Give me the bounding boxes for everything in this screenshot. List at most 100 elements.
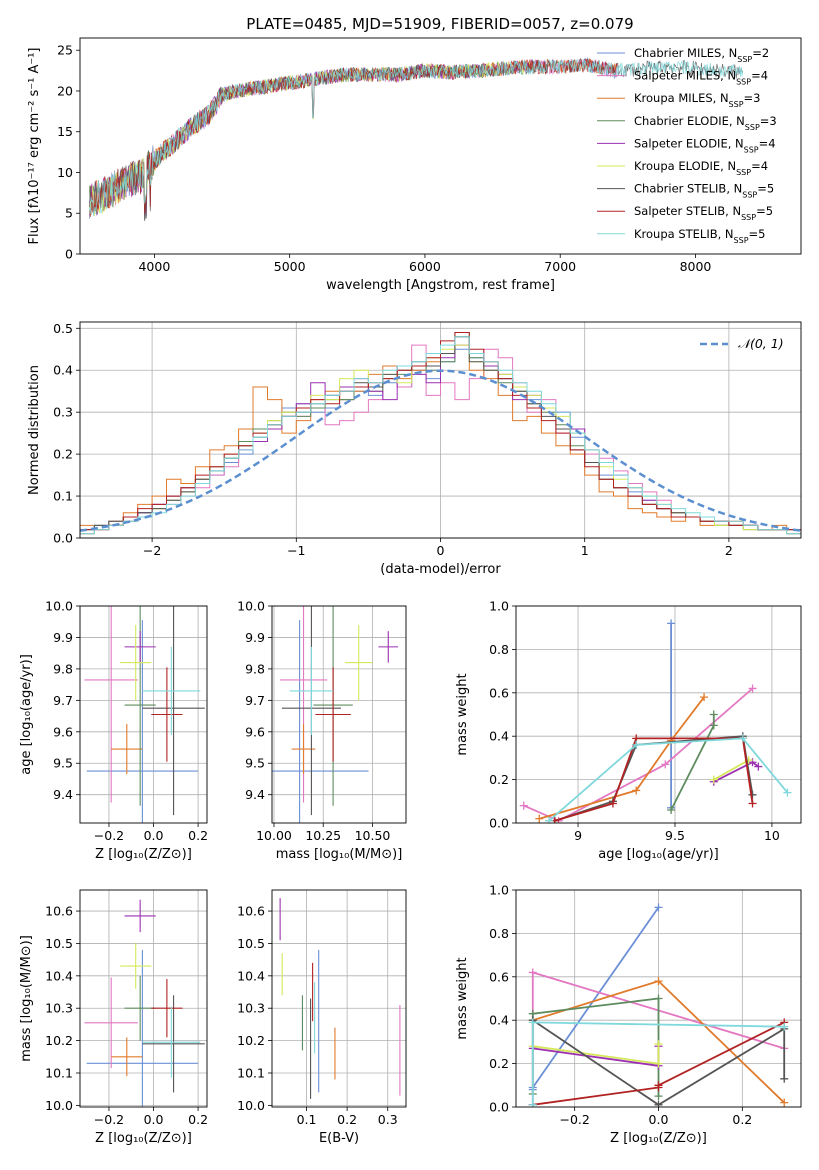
residuals-xtick-label: −2 xyxy=(143,543,161,558)
spectrum-ytick-label: 10 xyxy=(57,165,73,180)
weight-vs-z-marker xyxy=(654,1081,663,1090)
residuals-chart: −2 −1 0 1 2 0.0 0.1 0.2 0.3 0.4 0.5 (data-model)/er… xyxy=(27,321,802,577)
weight-vs-age-marker xyxy=(783,788,792,797)
spectrum-series-kroupa-elodie xyxy=(89,60,533,217)
weight-vs-age-marker xyxy=(632,786,641,795)
mass-vs-z-ytick-label: 10.1 xyxy=(45,1065,73,1080)
mass-vs-ebv-frame xyxy=(271,889,407,1108)
weight-vs-age-series-kroupa-miles xyxy=(535,693,709,823)
mass-vs-z-ytick-label: 10.3 xyxy=(45,1001,73,1016)
age-vs-mass-xlabel: mass [log₁₀(M/M⊙)] xyxy=(276,847,403,862)
age-vs-z-xtick-label: 0.2 xyxy=(188,828,208,843)
mass-vs-z-point-salpeter-elodie xyxy=(124,899,156,933)
mass-vs-ebv-xlabel: E(B-V) xyxy=(319,1131,359,1146)
spectrum-xtick-label: 4000 xyxy=(138,259,170,274)
age-vs-z-plot-area xyxy=(84,606,205,823)
weight-vs-age-marker xyxy=(667,805,676,814)
legend-label-chabrier-elodie: Chabrier ELODIE, NSSP=3 xyxy=(634,114,777,132)
weight-vs-age-frame xyxy=(515,605,802,824)
mass-vs-z-ylabel: mass [log₁₀(M/M⊙)] xyxy=(19,935,34,1062)
age-vs-mass-plot-area xyxy=(272,606,399,823)
spectrum-series-chabrier-miles xyxy=(89,56,618,219)
age-vs-mass-point-salpeter-stelib xyxy=(315,667,351,762)
mass-vs-z-point-salpeter-miles xyxy=(84,977,138,1069)
age-vs-mass-xtick-label: 10.50 xyxy=(355,828,391,843)
age-vs-mass-ytick-label: 9.4 xyxy=(245,787,265,802)
residuals-ylabel: Normed distribution xyxy=(27,365,42,495)
weight-vs-z-series-chabrier-miles xyxy=(528,903,663,1094)
age-vs-mass-ytick-label: 9.9 xyxy=(245,630,265,645)
weight-vs-z-marker xyxy=(528,1018,537,1027)
spectrum-series-kroupa-miles xyxy=(89,58,618,216)
mass-vs-ebv-xtick-label: 0.2 xyxy=(337,1112,357,1127)
residuals-xtick-label: −1 xyxy=(287,543,305,558)
weight-vs-z-marker xyxy=(780,1022,789,1031)
age-vs-z-ytick-label: 9.7 xyxy=(53,693,73,708)
weight-vs-z-series-chabrier-elodie xyxy=(528,994,663,1101)
spectrum-ylabel: Flux [fλ10⁻¹⁷ erg cm⁻² s⁻¹ A⁻¹] xyxy=(27,48,42,245)
age-vs-z-point-kroupa-miles xyxy=(111,723,143,775)
age-vs-z-xtick-label: −0.2 xyxy=(94,828,124,843)
weight-vs-z-series-kroupa-stelib xyxy=(528,1018,789,1107)
residuals-ytick-label: 0.0 xyxy=(53,531,73,546)
legend-label-salpeter-stelib: Salpeter STELIB, NSSP=5 xyxy=(634,204,773,222)
weight-vs-age-marker xyxy=(661,760,670,769)
age-vs-mass-ytick-label: 10.0 xyxy=(237,599,265,614)
mass-vs-z-point-kroupa-elodie xyxy=(120,943,152,989)
mass-vs-z-point-salpeter-stelib xyxy=(151,979,183,1038)
mass-vs-ebv-ytick-label: 10.1 xyxy=(237,1065,265,1080)
spectrum-xtick-label: 8000 xyxy=(680,259,712,274)
weight-vs-z-marker xyxy=(654,994,663,1003)
age-vs-mass-point-chabrier-miles xyxy=(272,620,369,823)
weight-vs-z-marker xyxy=(654,1040,663,1049)
mass-vs-z-ytick-label: 10.6 xyxy=(45,904,73,919)
legend-label-kroupa-miles: Kroupa MILES, NSSP=3 xyxy=(634,91,760,109)
weight-vs-age-series-salpeter-elodie xyxy=(709,758,763,786)
residuals-plot-area xyxy=(80,332,801,538)
weight-vs-z-marker xyxy=(654,1092,663,1101)
weight-vs-age-xtick-label: 9.5 xyxy=(665,828,685,843)
age-vs-mass-chart: 10.00 10.25 10.50 9.4 9.5 9.6 9.7 9.8 9.9 10.0 mas… xyxy=(237,599,407,862)
age-vs-z-point-kroupa-elodie xyxy=(120,624,152,701)
age-vs-z-point-kroupa-stelib xyxy=(142,646,201,735)
residuals-xtick-label: 2 xyxy=(725,543,733,558)
weight-vs-age-ytick-label: 0.0 xyxy=(489,816,509,831)
age-vs-z-ytick-label: 9.5 xyxy=(53,756,73,771)
age-vs-mass-point-salpeter-elodie xyxy=(378,631,399,663)
spectrum-chart: 4000 5000 6000 7000 8000 0 5 10 15 20 25 wavelength… xyxy=(27,37,802,293)
residuals-ytick-label: 0.1 xyxy=(53,489,73,504)
residuals-xtick-label: 1 xyxy=(581,543,589,558)
residuals-ytick-label: 0.4 xyxy=(53,363,73,378)
mass-vs-z-ytick-label: 10.5 xyxy=(45,936,73,951)
spectrum-ytick-label: 0 xyxy=(65,247,73,262)
spectrum-xtick-label: 7000 xyxy=(544,259,576,274)
weight-vs-z-ytick-label: 0.2 xyxy=(489,1056,509,1071)
spectrum-ytick-label: 20 xyxy=(57,83,73,98)
weight-vs-age-marker xyxy=(709,710,718,719)
age-vs-z-frame xyxy=(79,605,208,824)
mass-vs-z-xlabel: Z [log₁₀(Z/Z⊙)] xyxy=(95,1131,192,1146)
residuals-ytick-label: 0.5 xyxy=(53,321,73,336)
spectrum-xtick-label: 6000 xyxy=(409,259,441,274)
spectrum-series-salpeter-stelib xyxy=(89,58,618,217)
weight-vs-age-ytick-label: 0.6 xyxy=(489,685,509,700)
age-vs-z-point-chabrier-miles xyxy=(86,620,199,823)
weight-vs-z-marker xyxy=(654,1059,663,1068)
residuals-xlabel: (data-model)/error xyxy=(380,562,501,577)
weight-vs-z-xtick-label: 0.0 xyxy=(649,1112,669,1127)
weight-vs-z-plot-area xyxy=(528,903,789,1107)
legend-label-kroupa-stelib: Kroupa STELIB, NSSP=5 xyxy=(634,227,765,245)
weight-vs-age-marker xyxy=(535,814,544,823)
age-vs-z-point-salpeter-miles xyxy=(84,606,138,803)
weight-vs-z-ytick-label: 0.6 xyxy=(489,969,509,984)
weight-vs-age-marker xyxy=(748,684,757,693)
normal-legend-label: 𝒩(0, 1) xyxy=(738,336,784,351)
weight-vs-z-marker xyxy=(654,977,663,986)
weight-vs-age-series-salpeter-miles xyxy=(519,684,757,823)
mass-vs-z-point-chabrier-stelib xyxy=(142,995,205,1093)
spectrum-frame xyxy=(79,37,802,255)
weight-vs-z-marker xyxy=(654,1100,663,1107)
mass-vs-ebv-xtick-label: 0.3 xyxy=(378,1112,398,1127)
age-vs-z-ytick-label: 10.0 xyxy=(45,599,73,614)
